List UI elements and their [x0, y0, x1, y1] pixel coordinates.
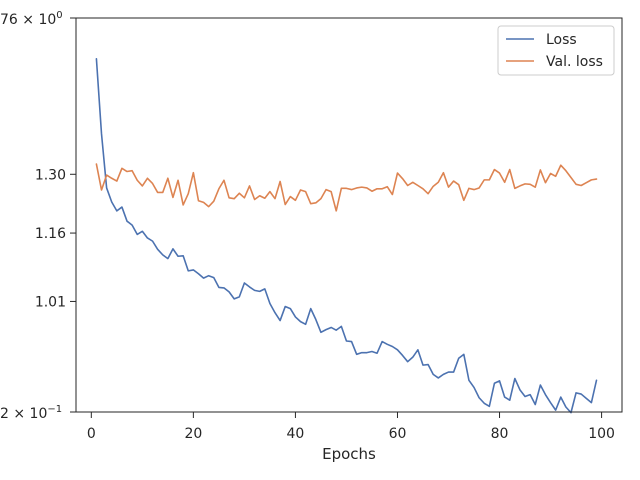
x-tick-label: 20 [184, 426, 202, 442]
series-line-loss [95, 58, 598, 414]
legend-label-val-loss: Val. loss [546, 54, 603, 70]
series-layer [95, 58, 598, 414]
y-tick-label: 1.30 [35, 167, 66, 183]
x-tick-label: 0 [87, 426, 96, 442]
y-edge-label-top: 76 × 100 [0, 10, 63, 28]
ticks-layer: 0 20 40 60 80 100 1.01 1.16 1.30 [35, 17, 615, 442]
series-line-val-loss [95, 163, 598, 212]
y-tick-label: 1.01 [35, 294, 66, 310]
x-axis-label: Epochs [322, 445, 376, 463]
y-edge-label-bottom: 2 × 10−1 [0, 404, 62, 422]
x-tick-label: 40 [287, 426, 305, 442]
x-tick-label: 60 [389, 426, 407, 442]
plot-area-frame [75, 17, 623, 413]
legend: Loss Val. loss [497, 25, 615, 76]
legend-label-loss: Loss [546, 32, 577, 48]
y-tick-label: 1.16 [35, 226, 66, 242]
x-tick-label: 80 [491, 426, 509, 442]
x-tick-label: 100 [588, 426, 615, 442]
